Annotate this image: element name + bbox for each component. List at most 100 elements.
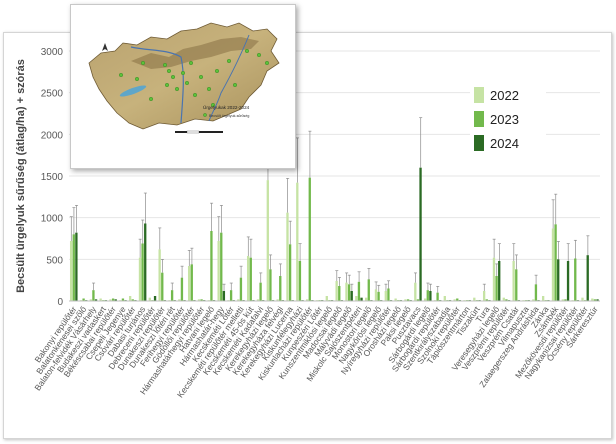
- bar-2022: [276, 299, 279, 301]
- bar-2022: [237, 299, 240, 301]
- bar-2024: [75, 232, 78, 301]
- survey-point: [206, 86, 211, 91]
- bar-2022: [551, 228, 555, 301]
- bar-2023: [269, 269, 272, 301]
- bar-2023: [298, 261, 302, 301]
- mountain-shading: [131, 37, 259, 69]
- legend-swatch-2024: [474, 135, 484, 151]
- legend-swatch-2022: [474, 87, 484, 103]
- map-legend-dot: [203, 113, 207, 117]
- bar-2024: [360, 297, 363, 301]
- survey-point: [210, 102, 215, 107]
- bar-2023: [131, 299, 134, 301]
- bar-2023: [554, 224, 557, 301]
- bar-2023: [515, 269, 518, 301]
- bar-2023: [347, 284, 351, 301]
- bar-2023: [485, 299, 488, 301]
- bar-2023: [564, 299, 567, 301]
- survey-point: [134, 76, 139, 81]
- bar-2022: [364, 297, 368, 301]
- survey-point: [148, 96, 153, 101]
- bar-2022: [158, 249, 161, 301]
- survey-point: [244, 49, 249, 54]
- bar-2023: [82, 298, 85, 301]
- legend-label-2023: 2023: [490, 111, 519, 127]
- bar-2024: [144, 223, 147, 301]
- bar-2024: [350, 291, 353, 301]
- survey-point: [232, 82, 237, 87]
- bar-2022: [374, 289, 378, 301]
- bar-2023: [505, 299, 508, 301]
- bars-layer: [69, 167, 599, 301]
- survey-point: [162, 63, 167, 68]
- bar-2024: [153, 296, 157, 301]
- danube-river: [130, 46, 184, 124]
- bar-2022: [148, 297, 151, 301]
- bar-2022: [482, 291, 486, 301]
- bar-2022: [394, 298, 397, 301]
- survey-point: [119, 72, 124, 77]
- bar-2023: [357, 281, 361, 301]
- bar-2022: [246, 256, 250, 301]
- bar-2023: [534, 284, 538, 301]
- bar-2022: [128, 296, 132, 301]
- survey-point: [256, 53, 261, 58]
- bar-2024: [94, 299, 98, 301]
- hungary-outline: [88, 22, 280, 130]
- bar-2024: [419, 167, 422, 301]
- inset-map: Ürgelyukak 2022-2024 Becsült ürgelyuk-sű…: [70, 4, 296, 169]
- bar-2022: [443, 296, 446, 301]
- bar-2023: [229, 290, 233, 301]
- bar-2022: [89, 299, 92, 301]
- bar-2023: [377, 291, 380, 301]
- survey-point: [166, 68, 171, 73]
- bar-2023: [495, 276, 498, 301]
- bar-2022: [541, 296, 545, 301]
- bar-2023: [111, 298, 115, 301]
- map-legend-item: Becsült ürgelyuk-sűrűség: [209, 114, 249, 118]
- y-tick-label: 2500: [41, 89, 64, 100]
- legend-swatch-2023: [474, 111, 484, 127]
- y-tick-label: 2000: [41, 130, 64, 141]
- bar-2023: [288, 244, 292, 301]
- bar-2022: [296, 182, 299, 301]
- survey-point: [264, 61, 269, 66]
- bar-2023: [406, 299, 410, 301]
- bar-2022: [473, 297, 476, 301]
- bar-2022: [99, 298, 102, 301]
- survey-point: [198, 74, 203, 79]
- bar-2023: [574, 258, 577, 301]
- survey-point: [180, 70, 185, 75]
- survey-points: [119, 49, 269, 107]
- survey-point: [188, 61, 193, 66]
- survey-point: [170, 74, 175, 79]
- bar-2023: [279, 276, 282, 301]
- scale-bar-segment: [175, 131, 187, 133]
- tisza-river: [208, 34, 250, 122]
- bar-2022: [423, 298, 427, 301]
- bar-2023: [200, 299, 203, 301]
- bar-2023: [338, 286, 341, 301]
- bar-2023: [456, 298, 459, 301]
- y-tick-label: 0: [57, 297, 63, 308]
- bar-2023: [416, 299, 420, 301]
- bar-2022: [187, 266, 191, 301]
- bar-2022: [502, 297, 505, 301]
- scale-bar-segment: [199, 131, 223, 133]
- bar-2022: [325, 296, 328, 301]
- legend-label-2022: 2022: [490, 87, 519, 103]
- legend-item-2024: 2024: [474, 134, 519, 152]
- bar-2022: [345, 282, 348, 301]
- bar-2023: [72, 234, 75, 301]
- bar-2023: [593, 299, 597, 301]
- bar-2023: [170, 290, 174, 301]
- bar-2022: [286, 212, 289, 301]
- bar-2023: [141, 243, 144, 301]
- legend-item-2022: 2022: [474, 86, 519, 104]
- bar-2022: [355, 296, 358, 301]
- bar-2022: [591, 298, 594, 301]
- y-tick-label: 500: [46, 255, 63, 266]
- bar-2023: [367, 279, 370, 301]
